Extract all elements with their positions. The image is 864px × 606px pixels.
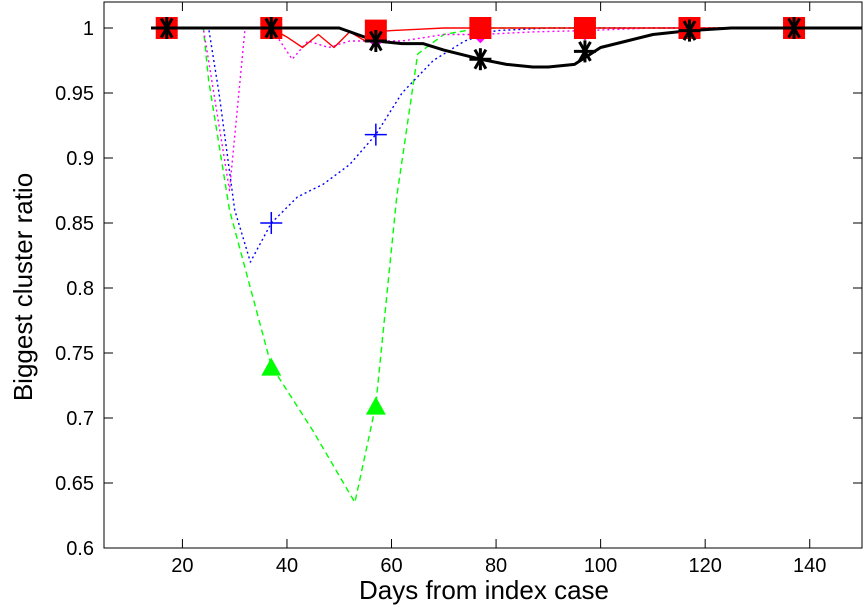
series-line-triangle	[151, 27, 862, 504]
x-tick-label: 60	[380, 555, 402, 577]
marker-asterisk	[155, 17, 178, 39]
y-tick-label: 0.75	[55, 343, 94, 365]
plot-frame	[103, 1, 863, 549]
x-tick-label: 100	[584, 555, 617, 577]
marker-asterisk	[469, 48, 492, 71]
series-line-square	[151, 27, 862, 49]
x-tick-label: 80	[485, 555, 507, 577]
series-markers	[155, 17, 806, 415]
marker-asterisk	[260, 17, 283, 39]
marker-asterisk	[783, 17, 806, 39]
y-tick-label: 0.7	[66, 408, 94, 430]
marker-asterisk	[678, 19, 701, 42]
x-tick-label: 20	[171, 555, 193, 577]
marker-plus	[364, 123, 387, 146]
marker-triangle	[261, 357, 282, 376]
series-line-plus	[151, 27, 862, 263]
series-line-diamond	[151, 27, 862, 192]
y-axis-label: Biggest cluster ratio	[8, 173, 38, 401]
series-lines	[151, 26, 862, 504]
marker-square	[573, 17, 596, 39]
plot-border	[103, 1, 863, 549]
y-tick-label: 0.6	[66, 538, 94, 560]
y-tick-label: 0.85	[55, 213, 94, 235]
y-tick-label: 0.65	[55, 473, 94, 495]
marker-asterisk	[364, 30, 387, 52]
x-tick-label: 40	[276, 555, 298, 577]
marker-square	[469, 17, 492, 39]
y-tick-label: 1	[83, 18, 94, 40]
x-tick-label: 120	[688, 555, 721, 577]
x-axis-label: Days from index case	[359, 575, 609, 605]
marker-plus	[260, 212, 283, 234]
marker-asterisk	[573, 40, 596, 63]
series-line-asterisk	[151, 26, 862, 69]
y-tick-label: 0.95	[55, 83, 94, 105]
y-tick-label: 0.8	[66, 278, 94, 300]
y-axis-ticks: 0.6 0.65 0.7 0.75 0.8 0.85 0.9 0.95 1	[55, 18, 862, 560]
x-tick-label: 140	[793, 555, 826, 577]
y-tick-label: 0.9	[66, 148, 94, 170]
x-axis-ticks: 20 40 60 80 100 120 140	[171, 2, 826, 577]
marker-triangle	[365, 396, 386, 415]
